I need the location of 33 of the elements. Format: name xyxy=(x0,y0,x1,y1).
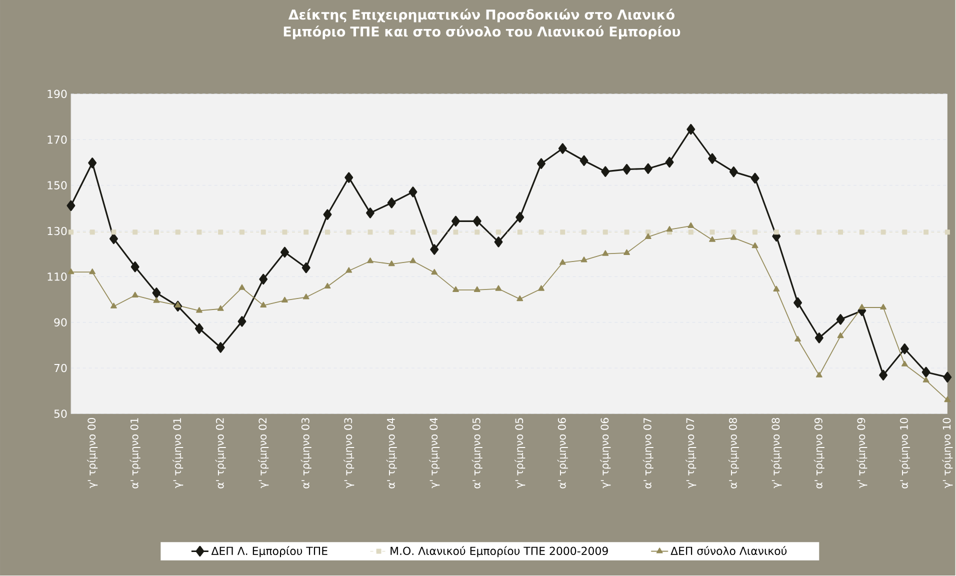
x-tick-label: γ' τρίμηνο 01 xyxy=(172,418,184,488)
x-tick-label: γ' τρίμηνο 04 xyxy=(429,418,440,488)
x-tick-label: α' τρίμηνο 02 xyxy=(215,418,226,489)
y-tick-label: 150 xyxy=(48,181,67,190)
y-tick-label: 190 xyxy=(48,90,67,98)
x-tick-label: γ' τρίμηνο 06 xyxy=(600,418,611,488)
x-tick-label: α' τρίμηνο 01 xyxy=(130,418,140,489)
y-tick-label: 110 xyxy=(48,272,67,281)
x-tick-label: γ' τρίμηνο 02 xyxy=(258,418,269,488)
x-tick-label: γ' τρίμηνο 00 xyxy=(87,418,98,488)
x-tick-label: γ' τρίμηνο 09 xyxy=(856,418,868,488)
x-tick-label: γ' τρίμηνο 07 xyxy=(686,418,696,488)
legend-label: Μ.Ο. Λιανικού Εμπορίου ΤΠΕ 2000-2009 xyxy=(390,546,608,558)
x-tick-label: α' τρίμηνο 04 xyxy=(386,418,397,489)
chart-title: Δείκτης Επιχειρηματικών Προσδοκιών στο Λιανικό Εμπόριο ΤΠΕ και στο σύνολο του Λιανικού Εμπορίου xyxy=(284,8,680,40)
x-tick-label: γ' τρίμηνο 05 xyxy=(514,418,526,488)
x-tick-label: α' τρίμηνο 05 xyxy=(472,418,482,489)
x-tick-label: α' τρίμηνο 07 xyxy=(642,418,654,489)
x-tick-label: α' τρίμηνο 09 xyxy=(814,418,824,489)
x-tick-label: α' τρίμηνο 06 xyxy=(557,418,568,489)
y-tick-label: 70 xyxy=(54,364,67,372)
legend-label: ΔΕΠ σύνολο Λιανικού xyxy=(670,546,787,556)
x-tick-label: α' τρίμηνο 08 xyxy=(728,418,739,489)
y-tick-label: 50 xyxy=(54,410,67,418)
x-tick-label: α' τρίμηνο 10 xyxy=(899,418,910,489)
legend-label: ΔΕΠ Λ. Εμπορίου ΤΠΕ xyxy=(211,546,328,558)
y-tick-label: 130 xyxy=(48,227,67,236)
x-tick-label: γ' τρίμηνο 08 xyxy=(771,418,782,488)
y-tick-label: 90 xyxy=(54,318,67,327)
y-tick-label: 170 xyxy=(48,136,67,144)
x-tick-label: α' τρίμηνο 03 xyxy=(300,418,312,489)
x-tick-label: γ' τρίμηνο 10 xyxy=(942,418,953,488)
x-tick-label: γ' τρίμηνο 03 xyxy=(344,418,354,488)
